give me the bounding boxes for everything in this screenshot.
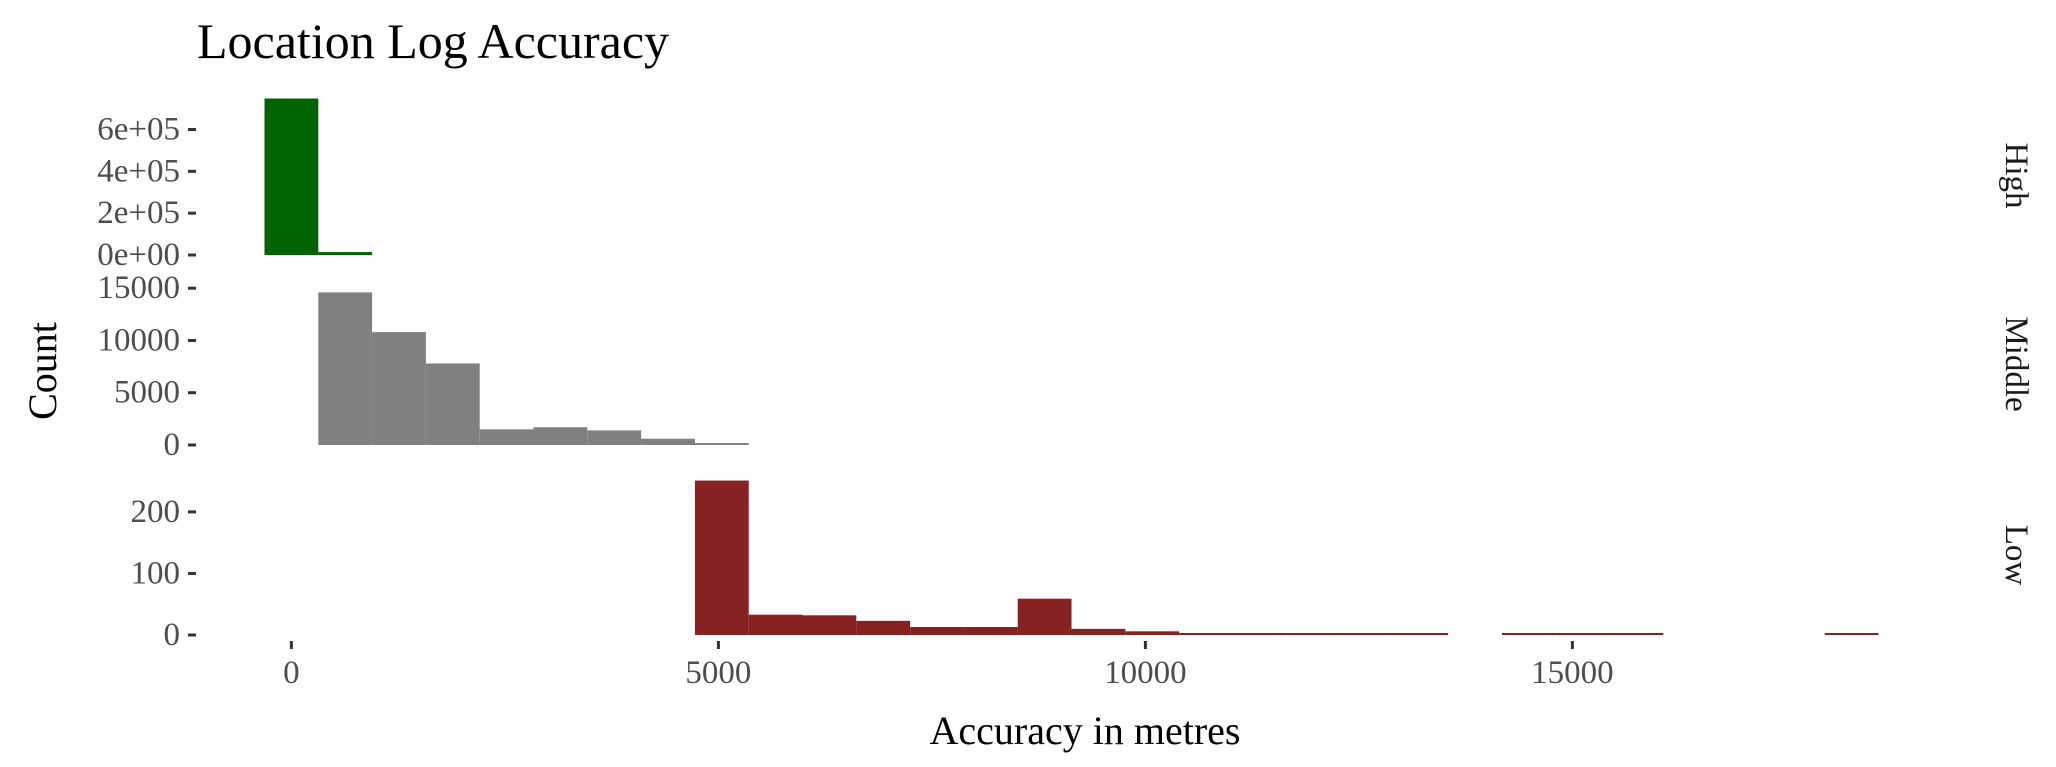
histogram-bar-middle [641,438,695,445]
x-tick-label: 15000 [1531,655,1614,691]
histogram-bar-middle [694,443,749,445]
y-axis-title: Count [20,322,65,420]
histogram-bar-low [1501,633,1556,635]
histogram-bar-low [1125,631,1180,635]
x-axis: 0 5000 10000 15000 [283,641,1614,691]
facet-panels: 0e+00 2e+05 4e+05 6e+05 High 0 5000 10000 15000 M… [97,98,2035,653]
histogram-bar-high [264,98,319,255]
panel-high: 0e+00 2e+05 4e+05 6e+05 High [97,98,2034,273]
y-tick-label-middle: 15000 [98,270,181,306]
y-tick-label-low: 100 [131,555,181,591]
x-tick-label: 10000 [1104,655,1187,691]
facet-strip-label-middle: Middle [1998,316,2034,411]
histogram-bar-low [1555,633,1610,635]
y-tick-label-high: 6e+05 [97,111,180,147]
histogram-bar-low [802,615,857,635]
y-tick-label-middle: 0 [164,427,181,463]
y-tick-label-high: 0e+00 [97,237,180,273]
histogram-bar-low [910,627,964,635]
histogram-bar-middle [372,332,426,445]
chart-title: Location Log Accuracy [197,13,669,69]
histogram-bar-middle [533,427,588,445]
histogram-bar-middle [318,292,373,445]
x-tick-label: 0 [283,655,300,691]
panel-low: 0 100 200 Low [131,480,2034,653]
histogram-bar-low [1179,633,1233,635]
histogram-bar-middle [425,363,480,445]
y-tick-label-high: 2e+05 [97,195,180,231]
histogram-bar-low [694,480,749,635]
histogram-bar-low [1286,633,1341,635]
y-tick-label-middle: 5000 [114,375,180,411]
x-tick-label: 5000 [685,655,751,691]
histogram-bar-middle [587,430,642,445]
histogram-bar-low [748,614,803,635]
histogram-bar-low [1340,633,1395,635]
histogram-bar-low [1609,633,1664,635]
histogram-bar-low [856,620,911,635]
histogram-bar-low [1824,633,1879,635]
panel-middle: 0 5000 10000 15000 Middle [98,270,2035,463]
histogram-bar-low [963,627,1018,635]
y-tick-label-middle: 10000 [98,322,181,358]
histogram-bar-middle [479,429,534,445]
histogram-bar-low [1232,633,1287,635]
facet-strip-label-low: Low [1998,525,2034,586]
histogram-bar-low [1394,633,1449,635]
y-tick-label-high: 4e+05 [97,153,180,189]
y-tick-label-low: 200 [131,494,181,530]
x-axis-title: Accuracy in metres [930,708,1241,753]
histogram-bar-low [1071,628,1126,635]
y-tick-label-low: 0 [164,617,181,653]
histogram-bar-high [318,252,373,255]
histogram-bar-low [1017,598,1072,635]
facet-strip-label-high: High [1998,143,2034,210]
